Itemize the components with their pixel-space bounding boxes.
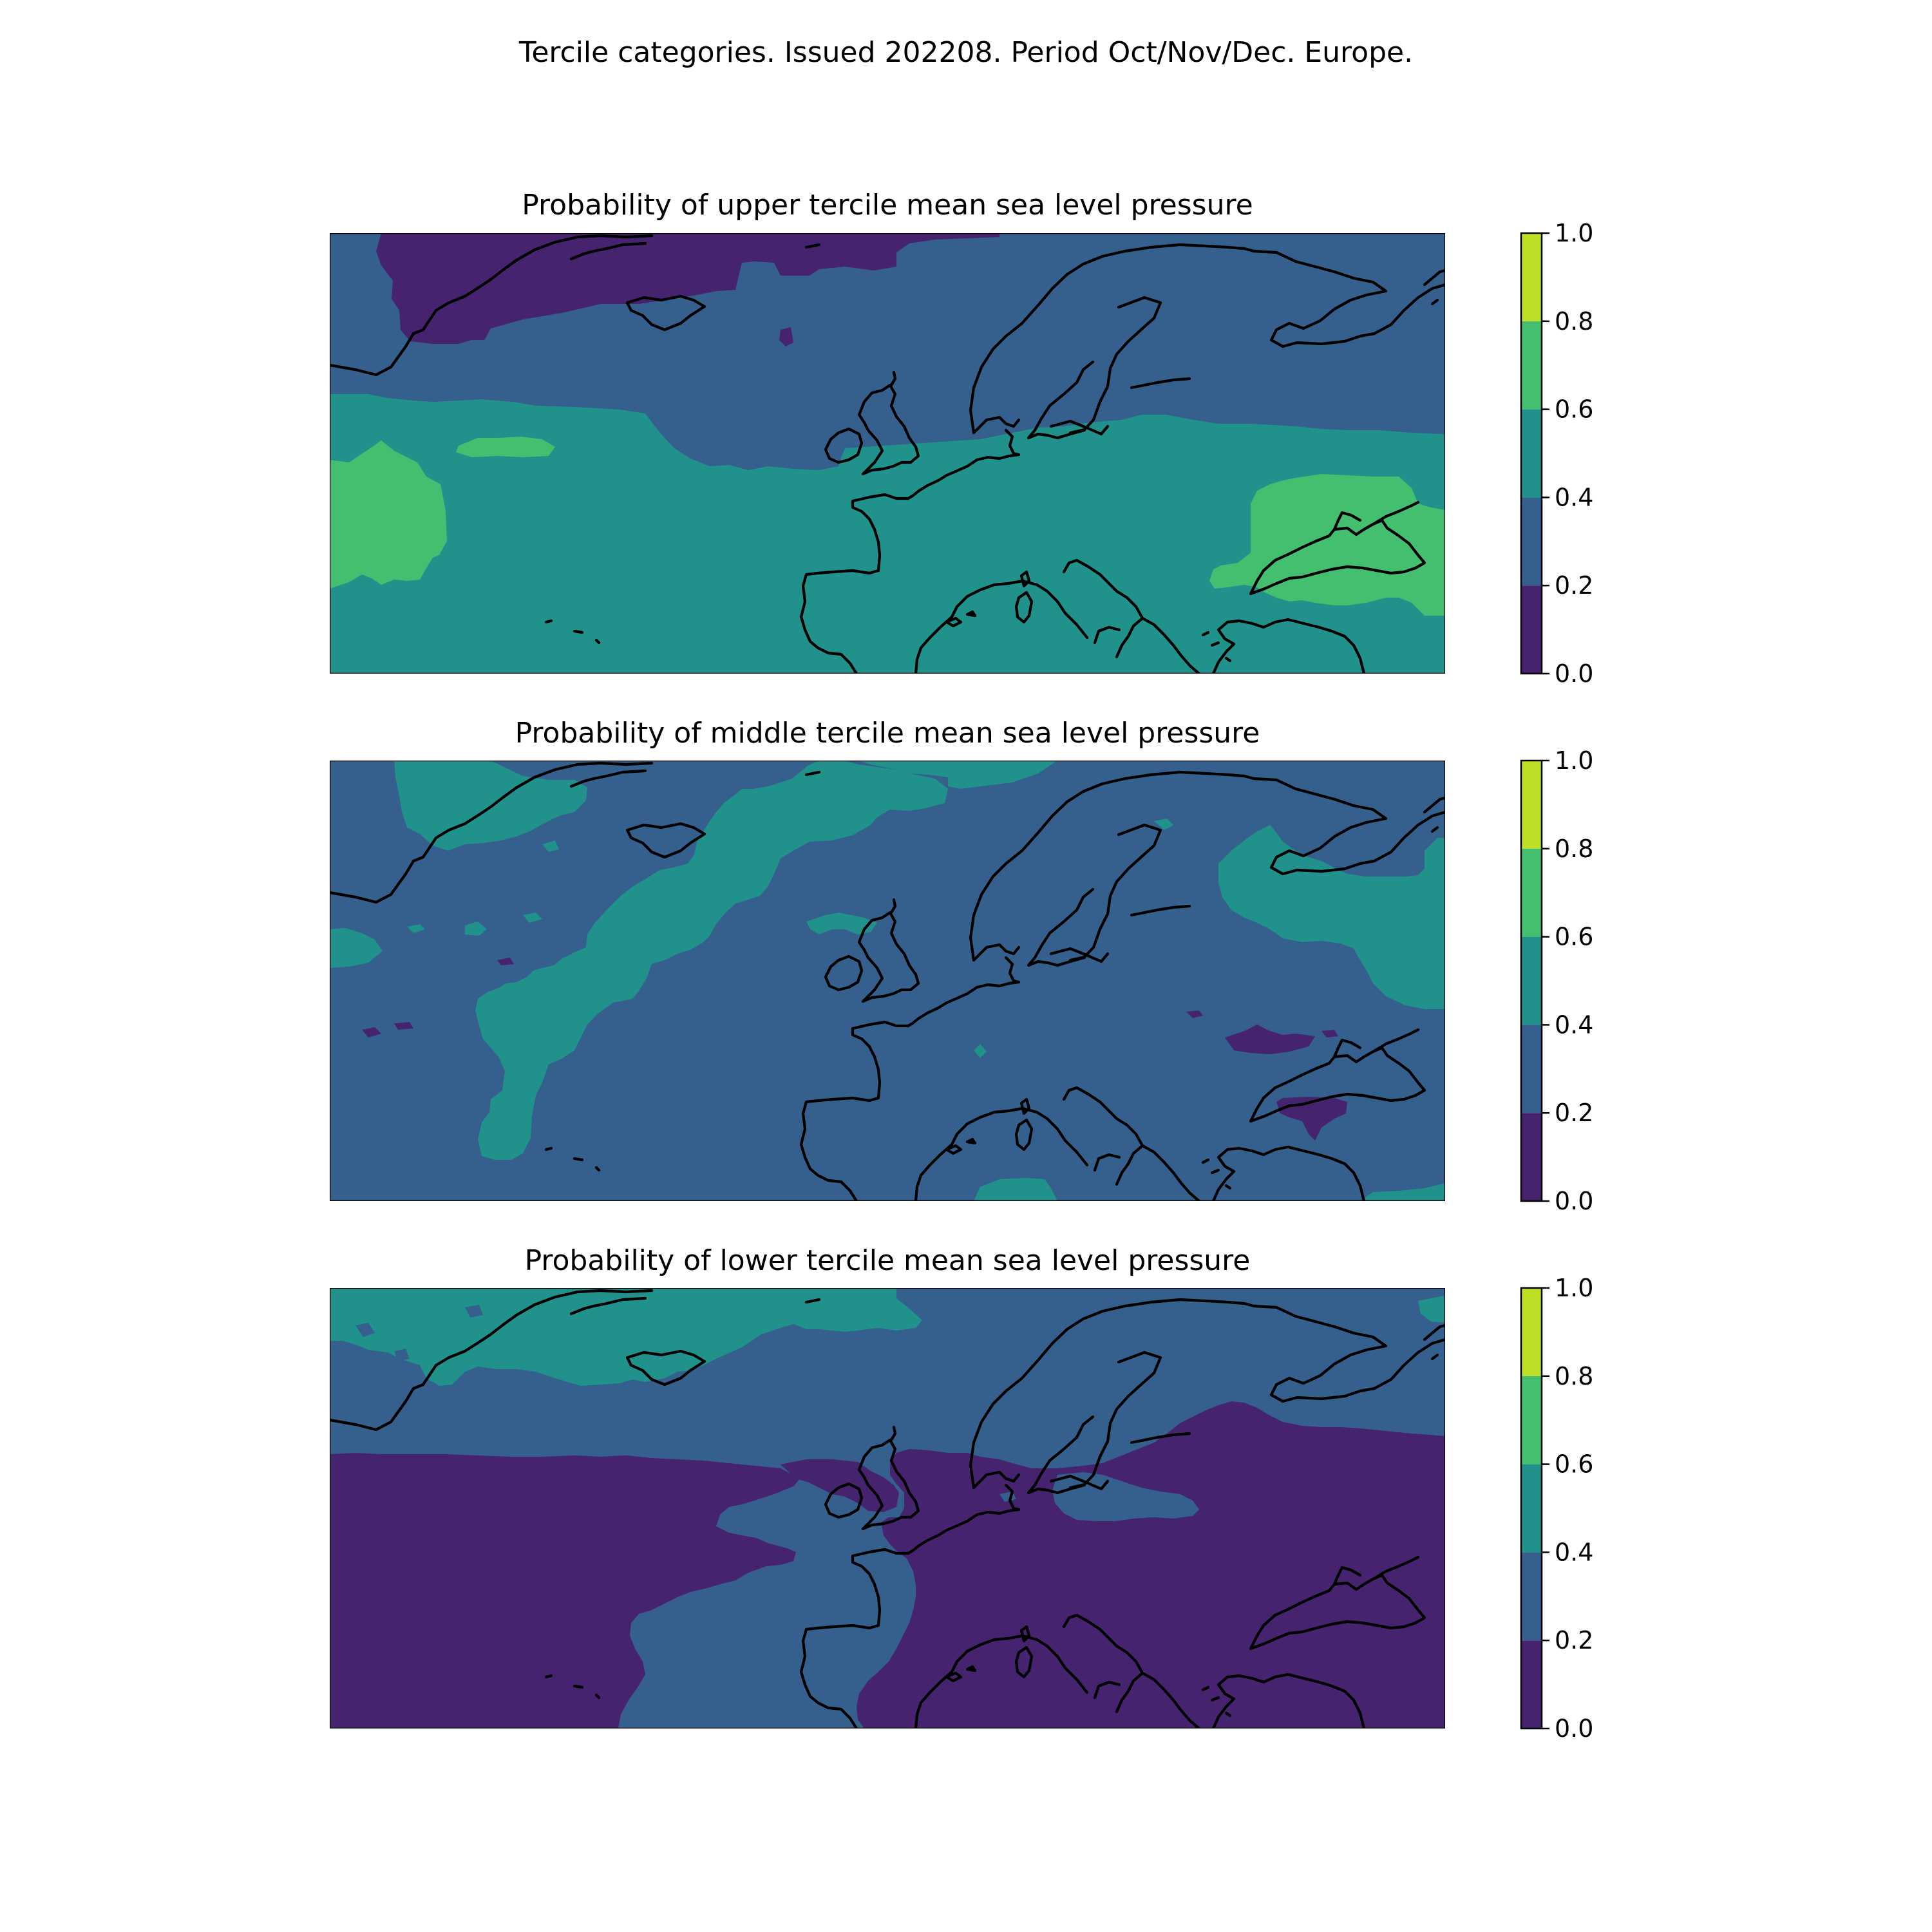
colorbar-frame [1520,232,1543,675]
panel-lower-tercile: Probability of lower tercile mean sea le… [330,1244,1445,1728]
colorbar-bin [1521,1640,1542,1728]
colorbar-bin [1521,585,1542,674]
colorbar-bin [1521,848,1542,937]
colorbar-bin [1521,497,1542,586]
field-0.0-0.2 [1225,1025,1315,1054]
field-0.4-0.6 [1418,1296,1445,1323]
field-0.4-0.6 [974,1044,987,1058]
field-0.2-0.4 [355,1323,375,1337]
colorbar-bin [1521,1288,1542,1376]
colorbar-tick-label: 1.0 [1555,1274,1593,1302]
panel-middle-tercile: Probability of middle tercile mean sea l… [330,717,1445,1201]
colorbar-tick-label: 0.0 [1555,659,1593,688]
field-0.4-0.6 [330,928,383,968]
colorbar-bin [1521,1025,1542,1113]
colorbar-tick-label: 0.4 [1555,1010,1593,1039]
colorbar-bin [1521,321,1542,410]
field-0.4-0.6 [330,394,1445,674]
field-0.4-0.6 [523,913,542,923]
field-0.4-0.6 [974,1178,1057,1201]
colorbar-tick-label: 0.6 [1555,1450,1593,1479]
field-0.4-0.6 [407,924,425,933]
colorbar-bin [1521,1552,1542,1641]
field-0.4-0.6 [475,761,948,1160]
colorbar-tick-label: 0.0 [1555,1714,1593,1743]
map-upper-tercile [330,233,1445,674]
field-0.0-0.2 [394,1022,413,1030]
field-0.0-0.2 [779,327,793,346]
colorbar-tick-label: 0.8 [1555,835,1593,863]
panel-upper-tercile: Probability of upper tercile mean sea le… [330,189,1445,674]
field-0.0-0.2 [1321,1030,1338,1037]
colorbar-tick-label: 1.0 [1555,219,1593,247]
colorbar-bin [1521,936,1542,1025]
colorbar-tick-label: 0.6 [1555,395,1593,424]
colorbar-tick-label: 0.2 [1555,1099,1593,1127]
field-0.2-0.4 [690,1602,742,1672]
panel-title: Probability of lower tercile mean sea le… [525,1244,1251,1277]
panel-title: Probability of upper tercile mean sea le… [522,189,1253,222]
field-0.0-0.2 [1276,1097,1347,1141]
colorbar-tick-label: 0.2 [1555,571,1593,600]
field-0.2-0.4 [394,1349,410,1361]
field-0.6-0.8 [1209,474,1445,616]
map-middle-tercile [330,761,1445,1201]
colorbar-tick-label: 0.8 [1555,307,1593,336]
colorbar-tick-label: 1.0 [1555,746,1593,775]
field-0.0-0.2 [781,1459,899,1512]
panel-title: Probability of middle tercile mean sea l… [515,717,1260,750]
field-0.4-0.6 [1154,819,1173,830]
colorbar-bin [1521,1464,1542,1553]
colorbar-frame [1520,1287,1543,1730]
field-0.0-0.2 [497,958,514,965]
field-0.4-0.6 [465,922,487,936]
colorbar-tick-label: 0.4 [1555,483,1593,511]
colorbar-bin [1521,233,1542,321]
field-0.2-0.4 [465,1305,483,1318]
colorbar-bin [1521,1113,1542,1201]
colorbar: 0.0 0.2 0.4 0.6 0.8 1.0 [1520,1274,1593,1743]
map-lower-tercile [330,1288,1445,1728]
colorbar-bin [1521,409,1542,498]
colorbar: 0.0 0.2 0.4 0.6 0.8 1.0 [1520,746,1593,1215]
colorbar: 0.0 0.2 0.4 0.6 0.8 1.0 [1520,219,1593,688]
field-0.0-0.2 [330,1453,800,1728]
field-0.0-0.2 [857,1401,1445,1728]
field-0.4-0.6 [858,761,1057,789]
field-0.4-0.6 [542,840,559,852]
colorbar-tick-label: 0.8 [1555,1362,1593,1390]
figure-suptitle: Tercile categories. Issued 202208. Perio… [518,36,1413,69]
field-0.0-0.2 [1186,1010,1203,1018]
field-0.6-0.8 [456,437,555,457]
colorbar-frame [1520,759,1543,1202]
field-0.2-0.4 [806,1557,826,1570]
colorbar-tick-label: 0.4 [1555,1538,1593,1566]
colorbar-bin [1521,761,1542,849]
colorbar-tick-label: 0.6 [1555,923,1593,951]
field-0.4-0.6 [806,913,877,934]
field-0.6-0.8 [330,440,447,589]
colorbar-bin [1521,1376,1542,1464]
field-0.4-0.6 [1360,1183,1445,1201]
colorbar-tick-label: 0.2 [1555,1626,1593,1654]
field-0.0-0.2 [362,1027,381,1037]
colorbars: 0.00.20.40.60.81.00.00.20.40.60.81.00.00… [1520,219,1593,1743]
colorbar-tick-label: 0.0 [1555,1187,1593,1215]
field-0.0-0.2 [376,233,999,344]
